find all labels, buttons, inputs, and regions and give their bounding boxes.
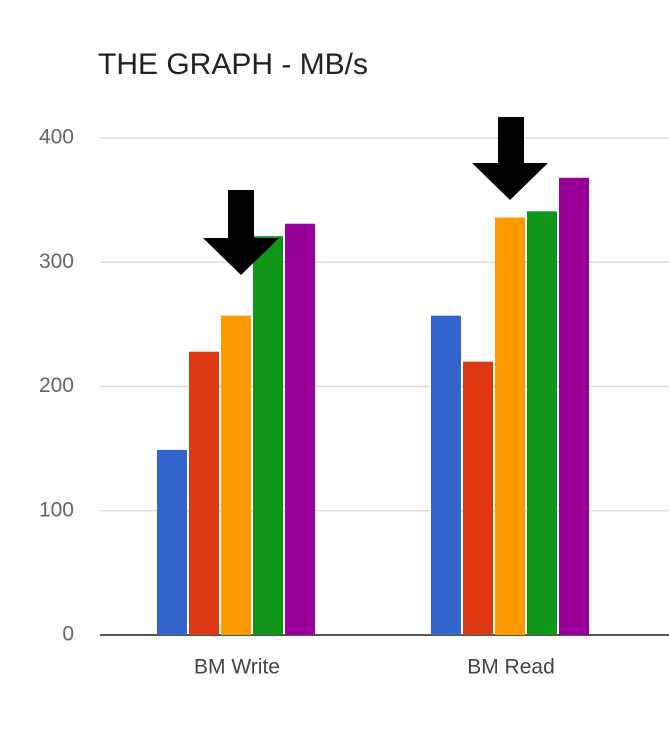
arrow <box>472 117 548 200</box>
y-tick-label: 200 <box>39 374 74 397</box>
y-tick-label: 100 <box>39 498 74 521</box>
bar <box>221 315 251 635</box>
bar <box>189 351 219 635</box>
arrow <box>203 190 279 275</box>
plot-area: 0 100 200 300 400 BM Write BM Read <box>39 126 669 679</box>
bar <box>527 211 557 635</box>
chart-title: THE GRAPH - MB/s <box>98 48 368 81</box>
bar <box>157 449 187 635</box>
bar <box>253 236 283 635</box>
bar <box>559 177 589 635</box>
y-tick-label: 300 <box>39 250 74 273</box>
bar <box>285 223 315 636</box>
y-tick-label: 400 <box>39 126 74 149</box>
y-tick-label: 0 <box>62 623 74 646</box>
bar <box>495 217 525 635</box>
bar <box>431 315 461 635</box>
x-tick-label: BM Read <box>467 656 555 679</box>
x-tick-label: BM Write <box>194 656 280 679</box>
bar <box>463 361 493 635</box>
